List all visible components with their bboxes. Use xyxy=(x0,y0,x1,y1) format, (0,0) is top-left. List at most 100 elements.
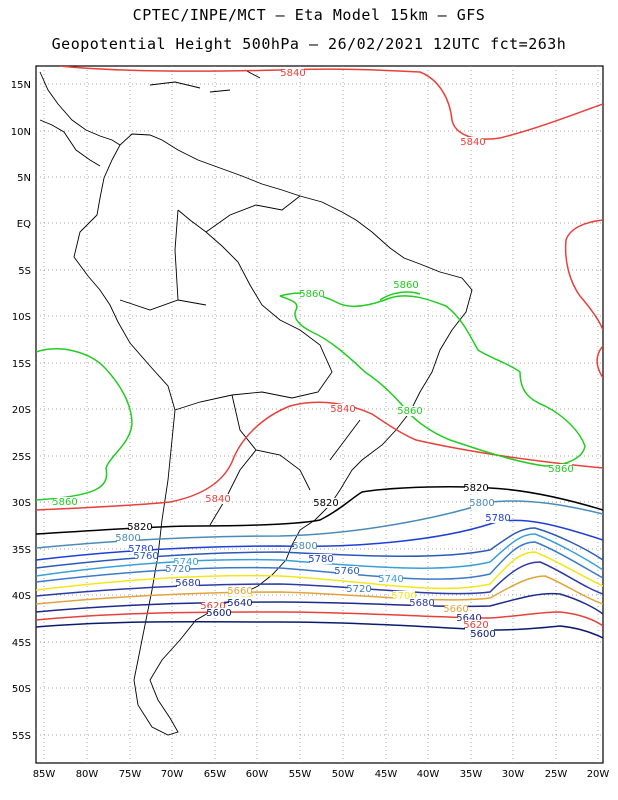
contour-label-5720: 5720 xyxy=(346,584,371,595)
contour-5840-east xyxy=(564,219,603,331)
lon-tick-label: 50W xyxy=(332,769,355,780)
contour-label-bg xyxy=(177,578,199,588)
lon-tick-label: 75W xyxy=(119,769,142,780)
contour-label-5680: 5680 xyxy=(409,598,434,609)
contour-label-5840: 5840 xyxy=(460,137,485,148)
map-title: CPTEC/INPE/MCT – Eta Model 15km – GFS xyxy=(132,6,486,24)
contour-5740 xyxy=(36,533,603,577)
contour-label-5660: 5660 xyxy=(443,604,468,615)
lat-tick-label: 25S xyxy=(12,452,31,463)
contour-label-bg xyxy=(207,494,229,504)
contour-label-5860: 5860 xyxy=(393,280,418,291)
contour-5680 xyxy=(36,561,603,597)
lon-tick-label: 20W xyxy=(587,769,610,780)
contour-5720 xyxy=(36,541,603,583)
central-america-coast xyxy=(39,71,121,167)
contour-label-bg xyxy=(462,137,484,147)
contour-label-5620: 5620 xyxy=(200,601,225,612)
lon-tick-label: 40W xyxy=(417,769,440,780)
contour-label-5860: 5860 xyxy=(52,497,77,508)
contour-5700 xyxy=(36,551,603,591)
contour-label-5600: 5600 xyxy=(470,629,495,640)
contour-label-5740: 5740 xyxy=(378,574,403,585)
lon-tick-label: 60W xyxy=(246,769,269,780)
contour-label-bg xyxy=(282,68,304,78)
contour-5820 xyxy=(36,486,603,535)
lat-tick-label: 30S xyxy=(12,498,31,509)
contour-label-5740: 5740 xyxy=(173,557,198,568)
contour-5600 xyxy=(36,620,603,639)
contour-label-bg xyxy=(294,541,316,551)
contour-label-5680: 5680 xyxy=(175,578,200,589)
contour-label-bg xyxy=(332,404,354,414)
contour-label-5820: 5820 xyxy=(463,483,488,494)
contour-lines xyxy=(36,66,603,639)
contour-label-5840: 5840 xyxy=(280,68,305,79)
contour-5840-east2 xyxy=(596,345,603,379)
lon-tick-label: 30W xyxy=(502,769,525,780)
contour-label-5820: 5820 xyxy=(313,498,338,509)
lat-tick-label: EQ xyxy=(17,219,31,230)
lat-tick-label: 10N xyxy=(11,127,31,138)
lon-tick-label: 70W xyxy=(161,769,184,780)
contour-label-5860: 5860 xyxy=(548,464,573,475)
map-subtitle: Geopotential Height 500hPa – 26/02/2021 … xyxy=(51,35,567,53)
contour-label-bg xyxy=(380,574,402,584)
contour-label-bg xyxy=(472,629,494,639)
lat-tick-label: 40S xyxy=(12,591,31,602)
contour-label-bg xyxy=(393,591,415,601)
lat-tick-label: 15S xyxy=(12,359,31,370)
contour-label-bg xyxy=(301,289,323,299)
contour-label-5800: 5800 xyxy=(115,533,140,544)
contour-label-bg xyxy=(175,557,197,567)
contour-label-bg xyxy=(167,564,189,574)
contour-label-5660: 5660 xyxy=(227,586,252,597)
lat-tick-label: 55S xyxy=(12,731,31,742)
contour-label-5800: 5800 xyxy=(292,541,317,552)
lon-tick-label: 65W xyxy=(204,769,227,780)
contour-5840-north xyxy=(59,66,603,140)
lon-tick-label: 55W xyxy=(289,769,312,780)
brazil-border xyxy=(174,209,333,411)
coastline xyxy=(39,69,473,736)
contour-label-5800: 5800 xyxy=(469,498,494,509)
contour-label-5620: 5620 xyxy=(463,620,488,631)
lon-tick-label: 45W xyxy=(375,769,398,780)
contour-label-5860: 5860 xyxy=(299,289,324,300)
contour-5620 xyxy=(36,611,603,627)
lat-tick-label: 35S xyxy=(12,545,31,556)
lon-tick-label: 85W xyxy=(33,769,56,780)
contour-label-5780: 5780 xyxy=(128,544,153,555)
contour-label-bg xyxy=(336,566,358,576)
contour-label-5780: 5780 xyxy=(308,554,333,565)
contour-label-bg xyxy=(129,522,151,532)
contour-label-5760: 5760 xyxy=(334,566,359,577)
contour-label-bg xyxy=(465,620,487,630)
contour-5860-brazil xyxy=(279,292,586,467)
contour-label-bg xyxy=(229,586,251,596)
latitude-labels: 15N 10N 5N EQ 5S 10S 15S 20S 25S 30S 35S 40S 45S 50S 5… xyxy=(11,80,31,742)
lat-tick-label: 15N xyxy=(11,80,31,91)
contour-label-bg xyxy=(202,601,224,611)
lat-tick-label: 5S xyxy=(18,266,31,277)
lat-tick-label: 20S xyxy=(12,405,31,416)
contour-label-bg xyxy=(395,280,417,290)
south-america-coast xyxy=(73,133,473,736)
contour-label-5600: 5600 xyxy=(206,608,231,619)
contour-label-bg xyxy=(117,533,139,543)
lat-tick-label: 5N xyxy=(17,173,31,184)
lon-tick-label: 35W xyxy=(460,769,483,780)
contour-label-bg xyxy=(487,513,509,523)
contour-label-5780: 5780 xyxy=(485,513,510,524)
contour-5860-ne xyxy=(379,291,421,301)
contour-label-bg xyxy=(550,464,572,474)
contour-label-5840: 5840 xyxy=(330,404,355,415)
contour-label-bg xyxy=(54,497,76,507)
contour-label-bg xyxy=(411,598,433,608)
lat-tick-label: 10S xyxy=(12,312,31,323)
contour-label-bg xyxy=(471,498,493,508)
lon-tick-label: 80W xyxy=(76,769,99,780)
contour-label-5700: 5700 xyxy=(391,591,416,602)
lat-tick-label: 50S xyxy=(12,684,31,695)
